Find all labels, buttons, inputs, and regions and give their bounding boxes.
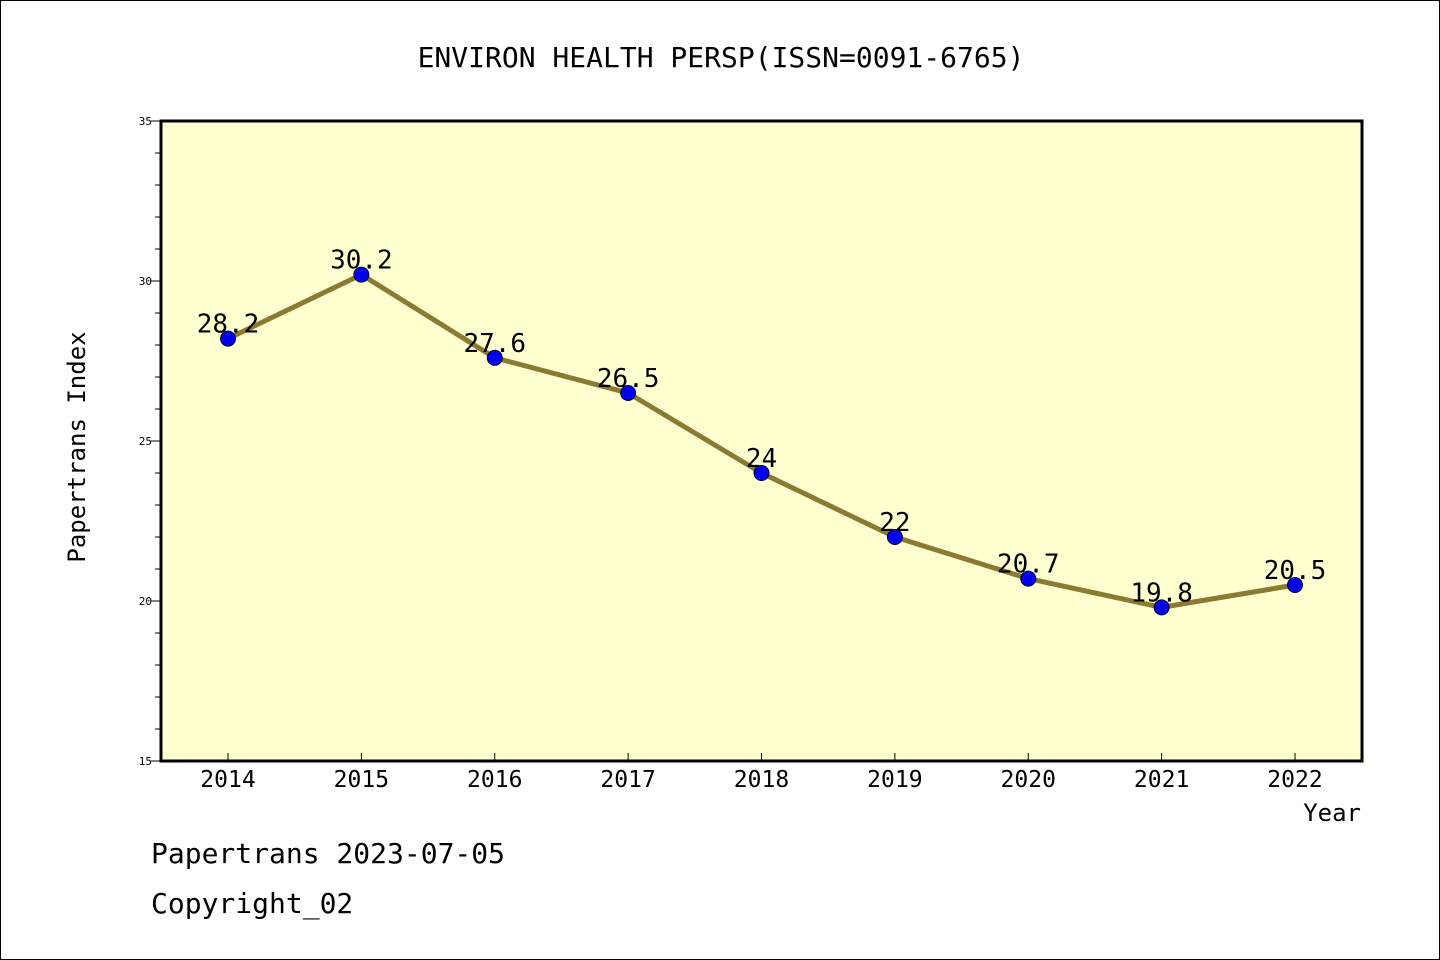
x-tick-label: 2018 xyxy=(734,767,789,793)
data-point xyxy=(1153,599,1170,616)
x-tick-label: 2021 xyxy=(1134,767,1189,793)
x-tick-label: 2017 xyxy=(600,767,655,793)
y-tick-label: 30 xyxy=(139,275,152,288)
data-label: 26.5 xyxy=(597,364,660,394)
y-axis: 15 20 25 30 35 xyxy=(139,115,161,768)
x-tick-label: 2015 xyxy=(334,767,389,793)
data-labels: 28.2 30.2 27.6 26.5 24 22 20.7 19.8 20.5 xyxy=(197,246,1327,609)
data-point xyxy=(753,465,770,481)
data-label: 20.5 xyxy=(1264,556,1327,586)
x-tick-label: 2022 xyxy=(1267,767,1322,793)
footer-copyright-text: Copyright_02 xyxy=(151,887,354,920)
data-label: 24 xyxy=(746,444,777,474)
x-axis: 2014 2015 2016 2017 2018 2019 2020 2021 2022 xyxy=(200,753,1323,793)
data-label: 28.2 xyxy=(197,310,260,340)
data-label: 19.8 xyxy=(1130,578,1193,608)
y-tick-label: 35 xyxy=(139,115,152,128)
data-point xyxy=(486,349,503,366)
x-tick-label: 2014 xyxy=(200,767,255,793)
y-tick-label: 15 xyxy=(139,755,152,768)
data-label: 27.6 xyxy=(463,329,526,359)
footer-date-text: Papertrans 2023-07-05 xyxy=(151,837,506,870)
data-label: 30.2 xyxy=(330,246,393,276)
chart-title: ENVIRON HEALTH PERSP(ISSN=0091-6765) xyxy=(418,41,1025,74)
x-axis-label: Year xyxy=(1303,799,1361,827)
data-point xyxy=(1020,570,1037,587)
data-point xyxy=(886,529,903,545)
x-tick-label: 2019 xyxy=(867,767,922,793)
x-tick-label: 2020 xyxy=(1001,767,1056,793)
data-markers xyxy=(220,266,1303,616)
data-label: 22 xyxy=(879,508,910,538)
data-point xyxy=(220,330,236,347)
x-tick-label: 2016 xyxy=(467,767,522,793)
data-point xyxy=(620,385,637,401)
y-axis-label: Papertrans Index xyxy=(63,331,91,562)
data-label: 20.7 xyxy=(997,550,1060,580)
data-point xyxy=(1287,577,1303,593)
data-point xyxy=(353,266,370,283)
y-tick-label: 25 xyxy=(139,435,152,448)
y-tick-label: 20 xyxy=(139,595,152,608)
plot-area xyxy=(159,119,1364,763)
